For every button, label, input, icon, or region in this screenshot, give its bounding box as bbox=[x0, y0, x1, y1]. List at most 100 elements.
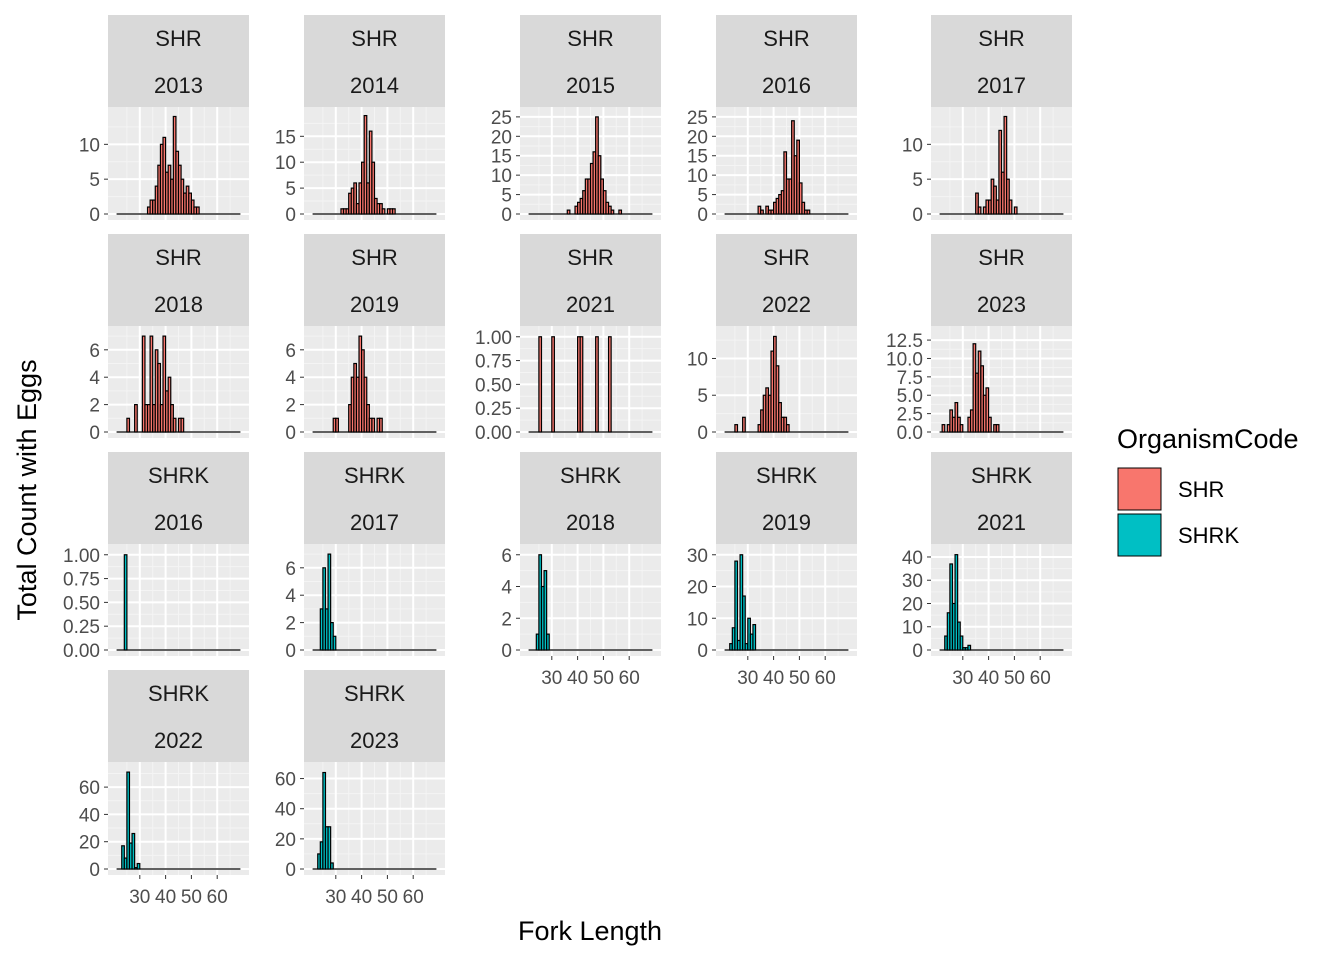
facet-strip bbox=[931, 452, 1072, 544]
y-axis-title: Total Count with Eggs bbox=[12, 359, 42, 620]
bar bbox=[734, 560, 739, 651]
y-tick-label: 0 bbox=[697, 641, 708, 662]
y-tick-label: 4 bbox=[285, 368, 296, 389]
y-tick-label: 25 bbox=[491, 108, 512, 129]
legend-label-shr: SHR bbox=[1178, 477, 1224, 502]
bar bbox=[760, 209, 764, 215]
bar bbox=[967, 644, 972, 651]
legend-key-shr bbox=[1117, 467, 1162, 511]
facet-shr-2023: SHR 2023 0.02.55.07.510.012.5 bbox=[886, 234, 1072, 444]
facet-strip-year: 2022 bbox=[762, 292, 811, 317]
y-tick-label: 10 bbox=[491, 166, 512, 187]
facets-layer: SHR20130510SHR2014051015SHR2015051015202… bbox=[63, 15, 1072, 908]
x-tick-label: 60 bbox=[207, 887, 228, 908]
facet-strip-code: SHR bbox=[567, 245, 613, 270]
y-tick-label: 0 bbox=[912, 641, 923, 662]
y-tick-label: 10 bbox=[687, 349, 708, 370]
y-tick-label: 0.25 bbox=[475, 399, 512, 420]
facet-strip-year: 2016 bbox=[762, 73, 811, 98]
facet-strip-year: 2017 bbox=[350, 510, 399, 535]
bar bbox=[1003, 115, 1008, 215]
x-tick-label: 40 bbox=[155, 887, 176, 908]
bar bbox=[995, 424, 1000, 433]
facet-strip bbox=[304, 452, 445, 544]
bar bbox=[595, 336, 599, 433]
y-tick-label: 0.0 bbox=[897, 423, 923, 444]
facet-strip-year: 2018 bbox=[566, 510, 615, 535]
y-tick-label: 2 bbox=[285, 396, 296, 417]
x-tick-label: 40 bbox=[567, 668, 588, 689]
facet-shr-2018: SHR 2018 0 2 4 6 bbox=[89, 234, 249, 444]
y-tick-label: 10 bbox=[687, 166, 708, 187]
y-tick-label: 10.0 bbox=[886, 349, 923, 370]
bar bbox=[322, 771, 327, 870]
y-tick-label: 2.5 bbox=[897, 405, 923, 426]
bar bbox=[381, 208, 386, 215]
facet-strip bbox=[520, 15, 661, 107]
y-tick-label: 0 bbox=[285, 641, 296, 662]
bar bbox=[985, 387, 990, 433]
facet-strip bbox=[931, 15, 1072, 107]
facet-strip-year: 2015 bbox=[566, 73, 615, 98]
bar bbox=[959, 424, 964, 433]
x-tick-label: 30 bbox=[952, 668, 973, 689]
facet-strip bbox=[108, 15, 249, 107]
facet-strip-year: 2022 bbox=[154, 728, 203, 753]
x-tick-label: 60 bbox=[403, 887, 424, 908]
bar bbox=[941, 424, 946, 433]
bar bbox=[126, 771, 131, 870]
facet-shrk-2017: SHRK 2017 0 2 4 6 bbox=[285, 452, 445, 662]
facet-strip-year: 2017 bbox=[977, 73, 1026, 98]
y-tick-label: 1.00 bbox=[475, 328, 512, 349]
bar bbox=[157, 362, 162, 433]
facet-strip bbox=[520, 234, 661, 326]
y-tick-label: 0.00 bbox=[63, 641, 100, 662]
facet-shr-2013: SHR 2013 0 5 10 bbox=[79, 15, 249, 226]
x-tick-label: 60 bbox=[1030, 668, 1051, 689]
facet-strip-year: 2014 bbox=[350, 73, 399, 98]
bar bbox=[141, 335, 146, 433]
x-tick-label: 50 bbox=[1004, 668, 1025, 689]
y-tick-label: 2 bbox=[285, 614, 296, 635]
x-tick-label: 30 bbox=[129, 887, 150, 908]
y-tick-label: 0 bbox=[697, 423, 708, 444]
facet-strip-year: 2019 bbox=[762, 510, 811, 535]
bar bbox=[954, 554, 959, 651]
bar bbox=[959, 635, 964, 651]
bar bbox=[734, 424, 739, 433]
y-tick-label: 5 bbox=[285, 179, 296, 200]
bar bbox=[742, 595, 746, 651]
bar bbox=[775, 365, 780, 433]
legend: OrganismCode SHR SHRK bbox=[1117, 424, 1299, 557]
facet-shrk-2016: SHRK 2016 0.00 0.25 0.500.75 1.00 bbox=[63, 452, 249, 662]
facet-strip bbox=[108, 452, 249, 544]
bar bbox=[566, 209, 571, 215]
bar bbox=[579, 336, 584, 433]
y-tick-label: 2 bbox=[501, 609, 512, 630]
legend-key-shrk bbox=[1117, 513, 1162, 557]
y-tick-label: 20 bbox=[491, 127, 512, 148]
facet-strip-code: SHRK bbox=[344, 681, 405, 706]
facet-strip-year: 2016 bbox=[154, 510, 203, 535]
bar bbox=[391, 208, 396, 215]
y-tick-label: 0.00 bbox=[475, 423, 512, 444]
bar bbox=[543, 570, 548, 651]
facet-strip-year: 2018 bbox=[154, 292, 203, 317]
bar bbox=[618, 209, 623, 215]
facet-strip-code: SHR bbox=[763, 245, 809, 270]
bar bbox=[149, 335, 154, 433]
y-tick-label: 0 bbox=[89, 860, 100, 881]
y-tick-label: 60 bbox=[275, 770, 296, 791]
bar bbox=[1006, 178, 1010, 215]
bar bbox=[551, 336, 555, 433]
y-tick-label: 6 bbox=[285, 341, 296, 362]
facet-strip bbox=[304, 670, 445, 762]
bar bbox=[610, 209, 615, 215]
facet-strip-year: 2021 bbox=[977, 510, 1026, 535]
x-tick-label: 30 bbox=[737, 668, 758, 689]
bar bbox=[327, 826, 332, 870]
bar bbox=[126, 417, 131, 433]
